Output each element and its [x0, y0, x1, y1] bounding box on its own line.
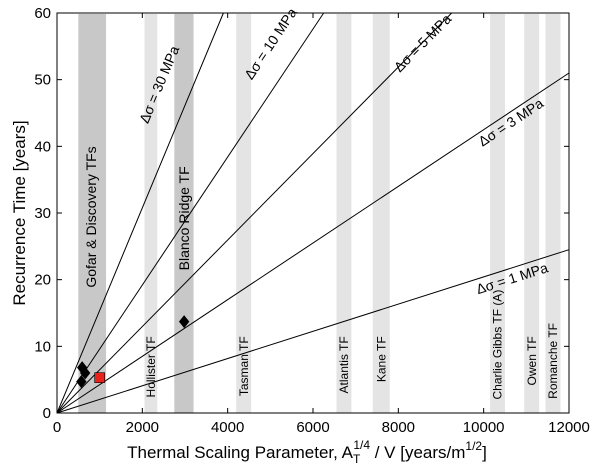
tf-bands-layer: Gofar & Discovery TFs Hollister TF Blanco …: [78, 14, 561, 413]
stress-drop-label-2: Δσ = 5 MPa: [391, 11, 455, 75]
tf-band-label-6: Charlie Gibbs TF (A): [491, 290, 505, 400]
x-tick-label-1: 2000: [126, 419, 159, 436]
x-tick-label-5: 10000: [463, 419, 505, 436]
data-point-diamond-3: [178, 315, 190, 329]
tf-band-label-0: Gofar & Discovery TFs: [83, 146, 99, 287]
x-axis-title-sub: T: [353, 452, 361, 466]
x-axis-title-sup2: 1/2: [465, 439, 482, 453]
stress-drop-line-4: [56, 249, 570, 414]
tf-band-5: [372, 14, 390, 413]
x-tick-label-6: 12000: [548, 419, 590, 436]
tf-band-label-7: Owen TF: [525, 336, 539, 385]
tf-band-label-1: Hollister TF: [144, 336, 158, 397]
x-tick-label-4: 8000: [382, 419, 415, 436]
tf-band-label-3: Tasman TF: [237, 336, 251, 396]
x-axis-title-sup: 1/4: [353, 438, 370, 452]
stress-drop-line-2: [56, 12, 453, 414]
data-point-square-4: [94, 372, 105, 383]
tf-band-label-2: Blanco Ridge TF: [176, 166, 192, 270]
data-point-diamond-0: [76, 375, 87, 389]
x-tick-label-2: 4000: [211, 419, 244, 436]
y-tick-label-4: 40: [34, 138, 51, 155]
tf-band-label-4: Atlantis TF: [337, 336, 351, 393]
x-axis-title-mid: / V [years/m: [370, 443, 465, 462]
tf-band-2: [174, 14, 194, 413]
tf-band-6: [490, 14, 505, 413]
tf-band-label-8: Romanche TF: [546, 323, 560, 399]
x-tick-label-3: 6000: [296, 419, 329, 436]
y-tick-label-6: 60: [34, 5, 51, 22]
tf-band-3: [236, 14, 252, 413]
y-tick-label-3: 30: [34, 205, 51, 222]
tf-band-1: [144, 14, 158, 413]
y-tick-label-0: 0: [43, 405, 51, 422]
y-tick-label-1: 10: [34, 338, 51, 355]
tf-band-8: [545, 14, 561, 413]
stress-drop-line-3: [56, 72, 570, 414]
tf-band-7: [524, 14, 540, 413]
y-axis-title: Recurrence Time [years]: [10, 120, 29, 305]
stress-drop-line-1: [56, 12, 325, 414]
x-axis-title: Thermal Scaling Parameter, AT1/4 / V [ye…: [127, 438, 487, 466]
x-tick-label-0: 0: [53, 419, 61, 436]
y-tick-label-5: 50: [34, 72, 51, 89]
tf-band-4: [336, 14, 352, 413]
x-axis-title-pre: Thermal Scaling Parameter, A: [127, 443, 353, 462]
x-axis-title-post: ]: [482, 443, 487, 462]
tf-band-label-5: Kane TF: [374, 336, 388, 382]
stress-drop-line-0: [56, 12, 224, 414]
y-tick-label-2: 20: [34, 272, 51, 289]
data-points-layer: [76, 315, 190, 389]
data-point-diamond-2: [79, 366, 91, 380]
axis-ticks-layer: 0 2000 4000 6000 8000 10000 12000 0 10 20 30 40 50 60: [34, 5, 590, 436]
